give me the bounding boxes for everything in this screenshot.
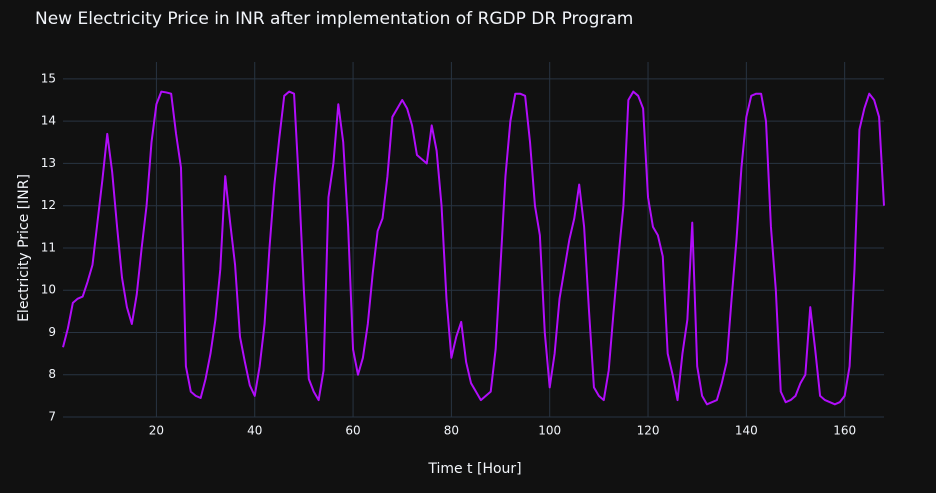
y-tick-label: 8 xyxy=(48,367,56,381)
x-axis-title: Time t [Hour] xyxy=(427,461,521,477)
y-tick-label: 10 xyxy=(41,283,56,297)
y-tick-label: 7 xyxy=(48,410,56,424)
y-tick-label: 9 xyxy=(48,325,56,339)
x-tick-label: 60 xyxy=(345,424,360,438)
x-tick-label: 80 xyxy=(444,424,459,438)
grid xyxy=(63,62,884,418)
x-tick-label: 20 xyxy=(149,424,164,438)
y-tick-label: 15 xyxy=(41,71,56,85)
plot-area xyxy=(62,90,885,406)
x-tick-label: 160 xyxy=(833,424,856,438)
chart-title: New Electricity Price in INR after imple… xyxy=(35,9,633,29)
y-tick-label: 12 xyxy=(41,198,56,212)
y-tick-label: 11 xyxy=(41,240,56,254)
y-tick-label: 13 xyxy=(41,156,56,170)
x-tick-label: 120 xyxy=(637,424,660,438)
x-tick-label: 100 xyxy=(538,424,561,438)
x-tick-label: 40 xyxy=(247,424,262,438)
y-axis-title: Electricity Price [INR] xyxy=(16,174,32,322)
price-line xyxy=(62,90,885,406)
y-tick-label: 14 xyxy=(41,114,56,128)
x-tick-label: 140 xyxy=(735,424,758,438)
